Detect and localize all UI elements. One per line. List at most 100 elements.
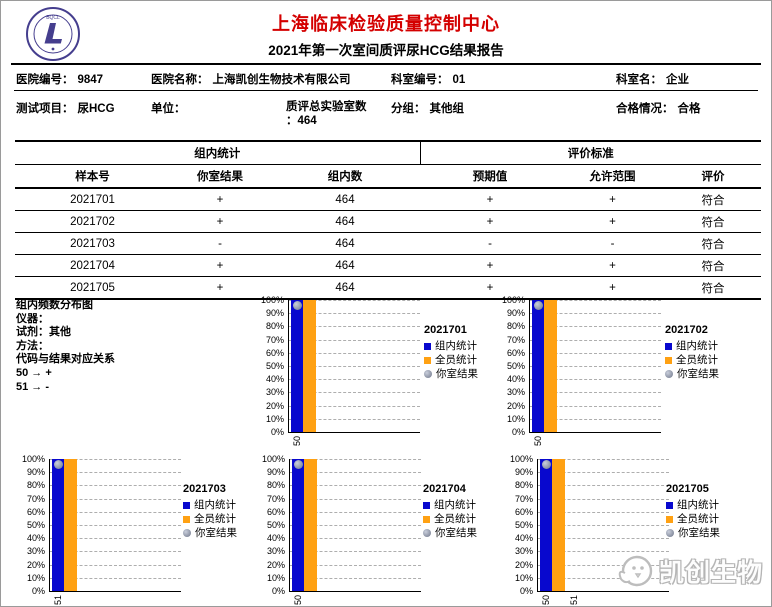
table-cell: + — [486, 281, 494, 294]
legend-swatch-icon — [423, 501, 430, 509]
table-cell: 2021703 — [70, 237, 115, 250]
gridline — [530, 339, 661, 341]
column-header: 你室结果 — [197, 171, 243, 183]
legend-label: 你室结果 — [436, 368, 478, 380]
y-axis-tick-label: 30% — [506, 387, 525, 398]
gridline — [530, 313, 661, 315]
gridline — [289, 339, 420, 341]
test-item: 测试项目： 尿HCG — [16, 100, 115, 116]
x-axis-category-label: 50 — [292, 436, 302, 447]
legend-label: 你室结果 — [435, 527, 477, 539]
y-axis-tick-label: 20% — [265, 400, 284, 411]
gridline — [538, 551, 669, 553]
results-table-body: 2021701 +464 + + 符合 2021702 +464 + + 符合 2021703 - 46… — [15, 188, 761, 299]
legend-item: 你室结果 — [666, 526, 764, 540]
legend-title: 2021705 — [666, 483, 709, 495]
field-value: 上海凯创生物技术有限公司 — [212, 74, 351, 86]
chart-legend: 2021705 组内统计全员统计 你室结果 — [666, 483, 764, 540]
y-axis-tick-label: 90% — [265, 308, 284, 319]
column-header-row: 样本号 你室结果 组内数 预期值 允许范围 评价 — [15, 165, 761, 188]
y-axis-tick-label: 40% — [514, 533, 533, 544]
gridline — [50, 564, 181, 566]
frequency-chart-2021705: 0% 10% 20% 30% 40% 50% 60% 70% 80% 90% 100% 50 51 202… — [505, 453, 765, 606]
your-lab-result-marker — [53, 459, 63, 469]
frequency-chart-2021701: 0% 10% 20% 30% 40% 50% 60% 70% 80% 90% 100% 50 20217… — [256, 294, 516, 456]
y-axis-tick-label: 30% — [514, 546, 533, 557]
table-cell: 2021704 — [70, 259, 115, 272]
legend-item: 你室结果 — [665, 367, 763, 381]
y-axis-tick-label: 100% — [261, 454, 285, 464]
table-cell: + — [486, 193, 494, 206]
plot-area — [288, 300, 420, 433]
gridline — [50, 551, 181, 553]
x-axis-category-label: 51 — [569, 595, 579, 606]
notes-line: 试剂：其他 — [16, 326, 71, 339]
legend-label: 全员统计 — [677, 513, 719, 525]
y-axis-tick-label: 10% — [26, 572, 45, 583]
legend-title: 2021701 — [424, 324, 467, 336]
table-cell: 2021702 — [70, 215, 115, 228]
y-axis-tick-label: 60% — [506, 347, 525, 358]
y-axis-tick-label: 40% — [26, 533, 45, 544]
table-cell: + — [216, 193, 224, 206]
table-cell: 2021701 — [70, 193, 115, 206]
group-stat-bar — [532, 300, 544, 432]
table-cell: + — [609, 215, 616, 228]
y-axis-tick-label: 10% — [266, 572, 285, 583]
gridline — [289, 405, 420, 407]
legend-title: 2021703 — [183, 483, 226, 495]
qualified-status: 合格情况： 合格 — [616, 100, 701, 116]
field-value: 01 — [452, 74, 466, 86]
y-axis-tick-label: 70% — [266, 493, 285, 504]
column-header: 组内数 — [327, 171, 363, 183]
gridline — [50, 472, 181, 474]
table-cell: 464 — [335, 215, 355, 228]
gridline — [50, 459, 181, 460]
gridline — [538, 511, 669, 513]
gridline — [50, 511, 181, 513]
gridline — [290, 538, 421, 540]
y-axis-tick-label: 100% — [21, 454, 45, 464]
gridline — [538, 525, 669, 526]
gridline — [530, 300, 661, 301]
gridline — [289, 326, 420, 328]
table-cell: - — [610, 237, 615, 250]
legend-label: 全员统计 — [434, 513, 476, 525]
y-axis-tick-label: 90% — [514, 467, 533, 478]
overall-stat-bar — [303, 300, 316, 432]
legend-label: 组内统计 — [677, 499, 719, 511]
gridline — [530, 392, 661, 394]
plot-area — [49, 459, 181, 592]
table-cell: + — [486, 259, 494, 272]
your-lab-result-marker — [541, 459, 551, 469]
y-axis-tick-label: 50% — [266, 520, 285, 530]
page-title: 上海临床检验质量控制中心 — [272, 14, 500, 34]
table-cell: 2021705 — [70, 281, 115, 294]
legend-marker-icon — [665, 370, 673, 378]
gridline — [530, 352, 661, 354]
plot-area — [537, 459, 669, 592]
table-row: 2021703 - 464 - - 符合 — [15, 233, 761, 255]
legend-swatch-icon — [423, 515, 430, 523]
table-row: 2021701 +464 + + 符合 — [15, 188, 761, 211]
group-stat-bar — [292, 459, 304, 591]
notes-block: 组内频数分布图 仪器： 试剂：其他 方法： 代码与结果对应关系 50 → + 5… — [16, 299, 115, 394]
y-axis-tick-label: 0% — [271, 586, 285, 596]
gridline — [538, 498, 669, 500]
legend-item: 组内统计 — [183, 498, 281, 512]
legend-label: 组内统计 — [676, 340, 718, 352]
gridline — [530, 366, 661, 367]
y-axis-tick-label: 60% — [514, 506, 533, 517]
legend-swatch-icon — [665, 356, 672, 364]
notes-line: 50 → + — [16, 366, 52, 379]
legend-label: 全员统计 — [676, 354, 718, 366]
legend-item: 你室结果 — [423, 526, 521, 540]
legend-swatch-icon — [666, 515, 673, 523]
y-axis-tick-label: 30% — [266, 546, 285, 557]
legend-marker-icon — [424, 370, 432, 378]
table-cell: 符合 — [701, 260, 725, 273]
chart-legend: 2021701 组内统计 全员统计 你室结果 — [424, 324, 522, 381]
table-cell: + — [216, 281, 224, 294]
y-axis-tick-label: 0% — [511, 427, 525, 437]
y-axis-tick-label: 40% — [506, 374, 525, 385]
